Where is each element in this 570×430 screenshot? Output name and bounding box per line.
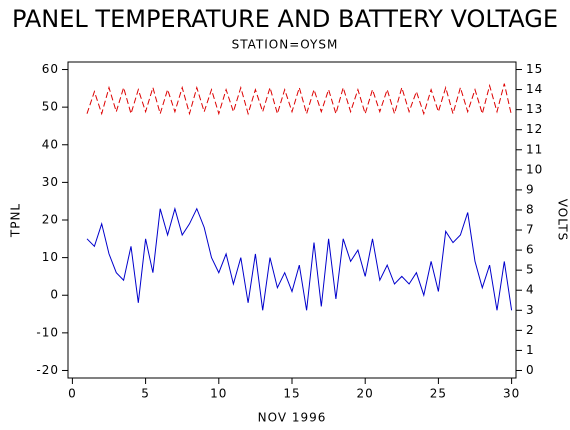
y2-tick-label: 4 <box>526 283 535 297</box>
y2-tick-label: 6 <box>526 243 535 257</box>
y2-tick-label: 14 <box>526 82 543 96</box>
y2-tick-label: 1 <box>526 343 535 357</box>
y2-tick-label: 3 <box>526 303 535 317</box>
y2-tick-label: 7 <box>526 223 535 237</box>
y2-tick-label: 5 <box>526 263 535 277</box>
chart-subtitle: STATION=OYSM <box>232 38 339 52</box>
y2-tick-label: 10 <box>526 162 543 176</box>
y-tick-label: 60 <box>42 62 59 76</box>
x-axis-label: NOV 1996 <box>258 411 327 425</box>
x-tick-label: 30 <box>503 387 520 401</box>
y-tick-label: 20 <box>42 213 59 227</box>
y2-tick-label: 15 <box>526 62 543 76</box>
x-tick-label: 0 <box>68 387 77 401</box>
plot-frame <box>67 61 517 379</box>
x-tick-label: 10 <box>210 387 227 401</box>
x-tick-label: 20 <box>357 387 374 401</box>
chart-title: PANEL TEMPERATURE AND BATTERY VOLTAGE <box>12 5 558 33</box>
y-tick-label: 50 <box>42 100 59 114</box>
y2-tick-label: 11 <box>526 142 543 156</box>
y-tick-label: -20 <box>36 363 59 377</box>
y2-tick-label: 13 <box>526 102 543 116</box>
x-tick-label: 5 <box>141 387 150 401</box>
y-tick-label: 0 <box>50 288 59 302</box>
x-tick-label: 25 <box>430 387 447 401</box>
y-tick-label: 30 <box>42 175 59 189</box>
y2-tick-label: 2 <box>526 323 535 337</box>
y2-tick-label: 12 <box>526 122 543 136</box>
series-line <box>86 83 513 116</box>
y2-tick-label: 0 <box>526 363 535 377</box>
y-tick-label: 10 <box>42 250 59 264</box>
y2-tick-label: 9 <box>526 182 535 196</box>
series-line <box>86 206 513 311</box>
y-axis-label: TPNL <box>9 203 23 238</box>
y-tick-label: -10 <box>36 325 59 339</box>
x-tick-label: 15 <box>283 387 300 401</box>
y2-tick-label: 8 <box>526 202 535 216</box>
y-tick-label: 40 <box>42 137 59 151</box>
y2-axis-label: VOLTS <box>556 199 570 241</box>
